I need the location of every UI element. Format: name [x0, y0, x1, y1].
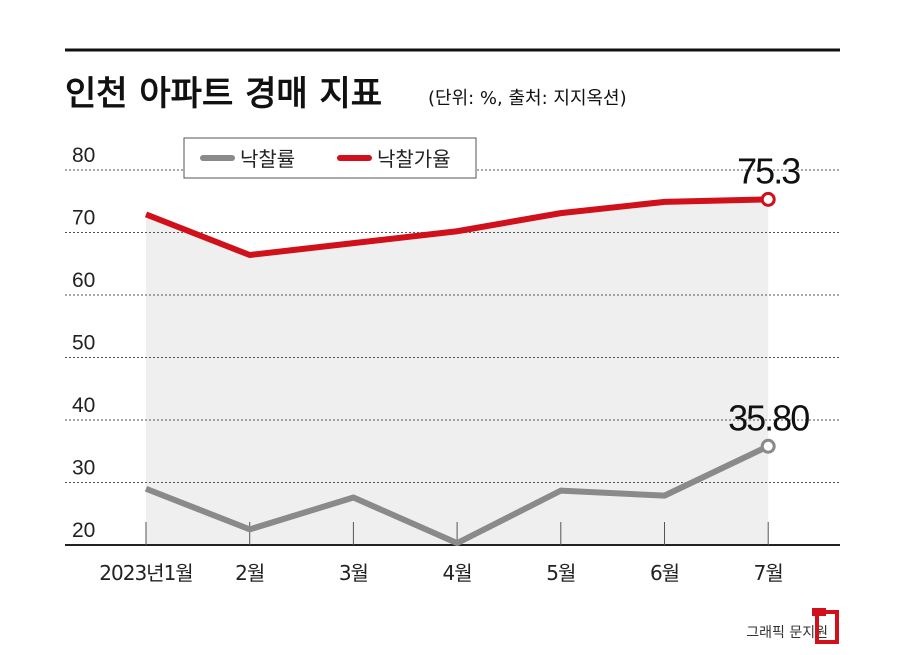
plot-shade — [146, 199, 769, 545]
x-tick-label: 6월 — [650, 561, 679, 585]
legend-box — [183, 137, 477, 179]
credit: 그래픽 문지원 — [746, 625, 828, 641]
y-tick-label: 60 — [72, 269, 95, 292]
y-tick-label: 50 — [72, 332, 95, 355]
end-marker — [760, 438, 776, 454]
x-tick-label: 2월 — [235, 561, 264, 585]
y-tick-label: 80 — [72, 144, 95, 167]
legend-label-price-rate: 낙찰가율 — [377, 147, 451, 171]
x-tick-label: 4월 — [443, 561, 472, 585]
x-tick-label: 2023년1월 — [99, 561, 192, 585]
x-tick-label: 5월 — [546, 561, 575, 585]
x-tick-label: 3월 — [339, 561, 368, 585]
x-tick-label: 7월 — [754, 561, 783, 585]
legend: 낙찰률 낙찰가율 — [183, 137, 477, 179]
y-tick-label: 70 — [72, 207, 95, 230]
y-tick-label: 30 — [72, 457, 95, 480]
chart-subtitle: (단위: %, 출처: 지지옥션) — [428, 88, 627, 109]
end-marker — [760, 191, 776, 207]
logo-icon — [812, 608, 839, 644]
end-value-label: 75.3 — [737, 150, 800, 191]
chart-title: 인천 아파트 경매 지표 — [65, 74, 382, 114]
end-value-label: 35.80 — [728, 397, 809, 438]
y-tick-label: 40 — [72, 394, 95, 417]
y-tick-label: 20 — [72, 519, 95, 542]
legend-label-rate: 낙찰률 — [240, 147, 295, 171]
